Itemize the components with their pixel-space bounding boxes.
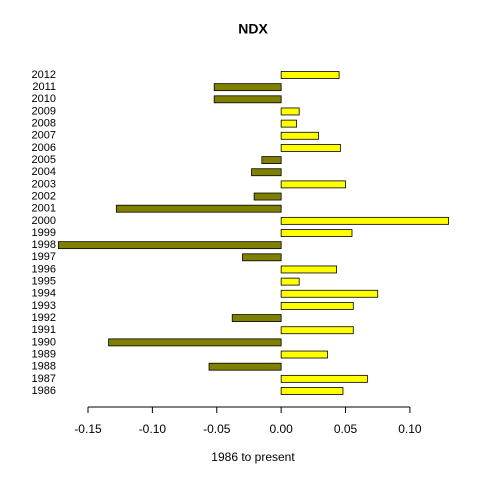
y-tick-label: 2005 bbox=[32, 154, 56, 166]
bar bbox=[208, 362, 282, 371]
y-tick-label: 2000 bbox=[32, 215, 56, 227]
x-tick-label: 0.10 bbox=[398, 422, 422, 436]
y-tick-label: 1997 bbox=[32, 251, 56, 263]
bar bbox=[231, 314, 282, 322]
x-tick-label: -0.15 bbox=[74, 422, 102, 436]
x-tick-label: 0.00 bbox=[269, 422, 293, 436]
bar bbox=[280, 119, 298, 128]
bar bbox=[280, 107, 300, 116]
bar bbox=[280, 131, 319, 140]
y-tick-label: 1992 bbox=[32, 312, 56, 324]
y-tick-label: 2008 bbox=[32, 118, 56, 130]
bar bbox=[242, 253, 282, 262]
y-tick-label: 1995 bbox=[32, 276, 56, 288]
bar bbox=[251, 168, 282, 177]
y-tick-label: 1987 bbox=[32, 373, 56, 385]
bar bbox=[253, 192, 282, 201]
bar bbox=[213, 83, 282, 92]
bar bbox=[115, 204, 282, 213]
bar bbox=[280, 265, 337, 274]
y-tick-label: 2010 bbox=[32, 93, 56, 105]
y-tick-label: 1993 bbox=[32, 300, 56, 312]
x-tick-label: -0.05 bbox=[203, 422, 231, 436]
bar bbox=[280, 71, 340, 79]
y-tick-label: 2001 bbox=[32, 203, 56, 215]
bar bbox=[280, 144, 341, 152]
y-tick-label: 1996 bbox=[32, 263, 56, 275]
y-tick-label: 2009 bbox=[32, 105, 56, 117]
y-tick-label: 1988 bbox=[32, 361, 56, 373]
bar bbox=[108, 338, 282, 347]
bar bbox=[280, 277, 300, 286]
x-axis-label: 1986 to present bbox=[211, 450, 295, 464]
y-tick-label: 1999 bbox=[32, 227, 56, 239]
bar bbox=[280, 350, 328, 359]
x-tick-label: 0.05 bbox=[334, 422, 358, 436]
y-tick-label: 2012 bbox=[32, 69, 56, 81]
y-tick-label: 1986 bbox=[32, 385, 56, 397]
y-tick-label: 2003 bbox=[32, 178, 56, 190]
y-tick-label: 2004 bbox=[32, 166, 56, 178]
y-tick-label: 1998 bbox=[32, 239, 56, 251]
bar bbox=[57, 241, 282, 250]
bar bbox=[280, 289, 379, 298]
bar bbox=[261, 156, 282, 164]
y-tick-label: 2011 bbox=[32, 81, 56, 93]
bar bbox=[280, 229, 353, 237]
bar bbox=[280, 326, 354, 335]
chart-title: NDX bbox=[238, 21, 268, 37]
y-tick-label: 1990 bbox=[32, 336, 56, 348]
y-tick-label: 1991 bbox=[32, 324, 56, 336]
y-tick-label: 2006 bbox=[32, 142, 56, 154]
x-tick-label: -0.10 bbox=[139, 422, 167, 436]
y-tick-label: 1994 bbox=[32, 288, 56, 300]
bar bbox=[280, 216, 449, 225]
bar bbox=[280, 302, 354, 310]
bar bbox=[280, 387, 344, 395]
bar bbox=[213, 95, 282, 104]
y-tick-label: 2007 bbox=[32, 130, 56, 142]
y-tick-label: 2002 bbox=[32, 190, 56, 202]
y-tick-label: 1989 bbox=[32, 348, 56, 360]
bar bbox=[280, 374, 368, 383]
bar bbox=[280, 180, 346, 189]
